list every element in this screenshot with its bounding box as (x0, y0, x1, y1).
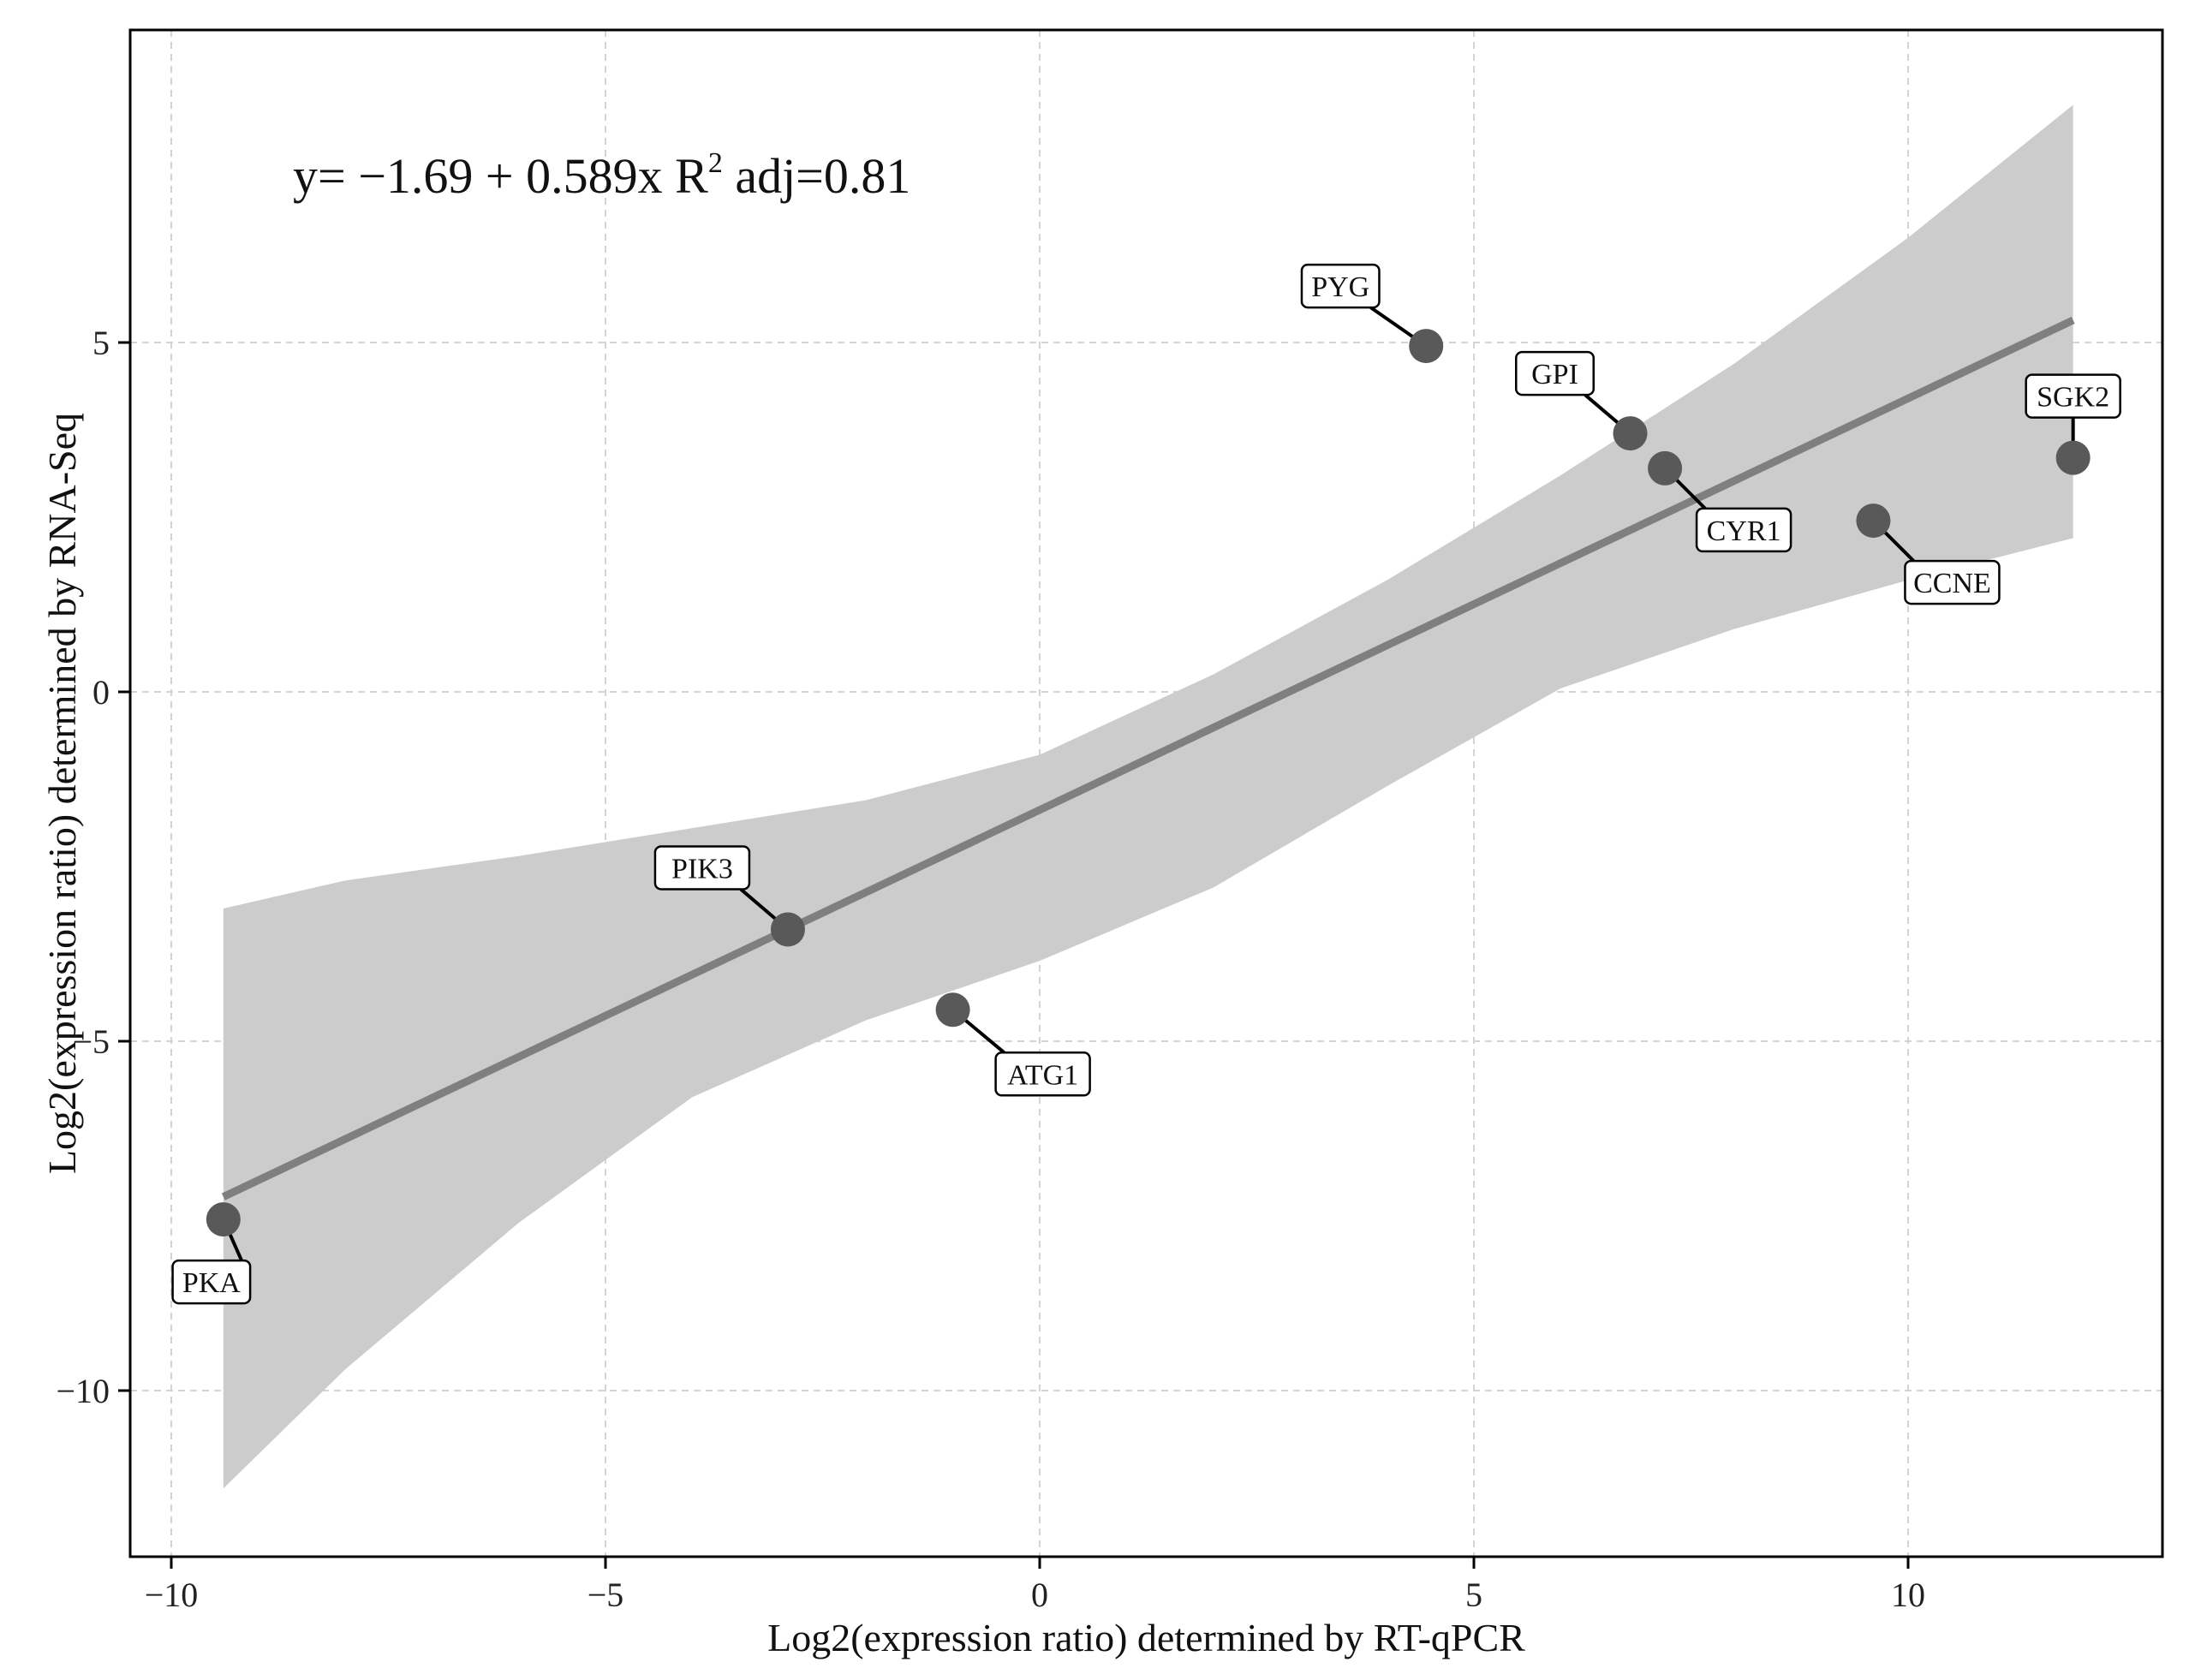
point-label: ATG1 (1007, 1059, 1078, 1091)
point-label-box (653, 845, 751, 891)
x-tick-label: −10 (145, 1576, 199, 1614)
data-point (770, 912, 805, 947)
x-tick-label: −5 (588, 1576, 624, 1614)
data-point (1409, 329, 1444, 364)
confidence-band-layer (223, 104, 2073, 1489)
equation-prefix: y= −1.69 + 0.589x R (293, 148, 708, 204)
data-points (206, 329, 2091, 1237)
point-label: PIK3 (671, 853, 733, 885)
point-label-box (1515, 350, 1596, 396)
point-label-box (1695, 507, 1792, 553)
data-point (1613, 416, 1648, 451)
point-label: PYG (1311, 271, 1369, 303)
x-tick-label: 10 (1891, 1576, 1925, 1614)
y-axis-title: Log2(expression ratio) determined by RNA… (40, 413, 84, 1174)
data-point (2055, 440, 2091, 475)
y-tick-label: 5 (92, 324, 110, 362)
point-labels: PYG GPI CYR1 CCNE SGK2 PIK3 ATG1 PKA (171, 263, 2121, 1305)
axis-ticks: −10 −5 0 5 10 −10 −5 0 5 (56, 324, 1925, 1614)
data-point (206, 1202, 241, 1237)
point-label-box (1904, 559, 2001, 605)
point-label: PKA (182, 1267, 241, 1299)
regression-equation: y= −1.69 + 0.589x R2 adj=0.81 (293, 147, 910, 204)
confidence-band (223, 104, 2073, 1489)
x-tick-label: 0 (1031, 1576, 1048, 1614)
x-tick-label: 5 (1465, 1576, 1482, 1614)
y-tick-label: −10 (56, 1372, 110, 1410)
data-point (1856, 503, 1891, 539)
equation-superscript: 2 (708, 147, 723, 179)
x-axis-title: Log2(expression ratio) determined by RT-… (767, 1616, 1525, 1659)
equation-suffix: adj=0.81 (723, 148, 911, 204)
point-label: CYR1 (1707, 515, 1781, 547)
point-label: CCNE (1913, 568, 1991, 599)
point-label-box (2025, 373, 2121, 419)
plot-frame (128, 28, 2164, 1558)
point-label: GPI (1531, 359, 1578, 390)
point-label: SGK2 (2037, 382, 2109, 414)
data-point (1648, 450, 1683, 486)
regression-line-layer (221, 316, 2075, 1200)
point-label-box (171, 1259, 252, 1305)
point-label-box (994, 1051, 1091, 1097)
point-label-box (1300, 263, 1381, 309)
y-tick-label: 0 (92, 673, 110, 712)
data-point (935, 992, 970, 1028)
y-tick-label: −5 (73, 1022, 110, 1061)
regression-line (221, 316, 2075, 1200)
